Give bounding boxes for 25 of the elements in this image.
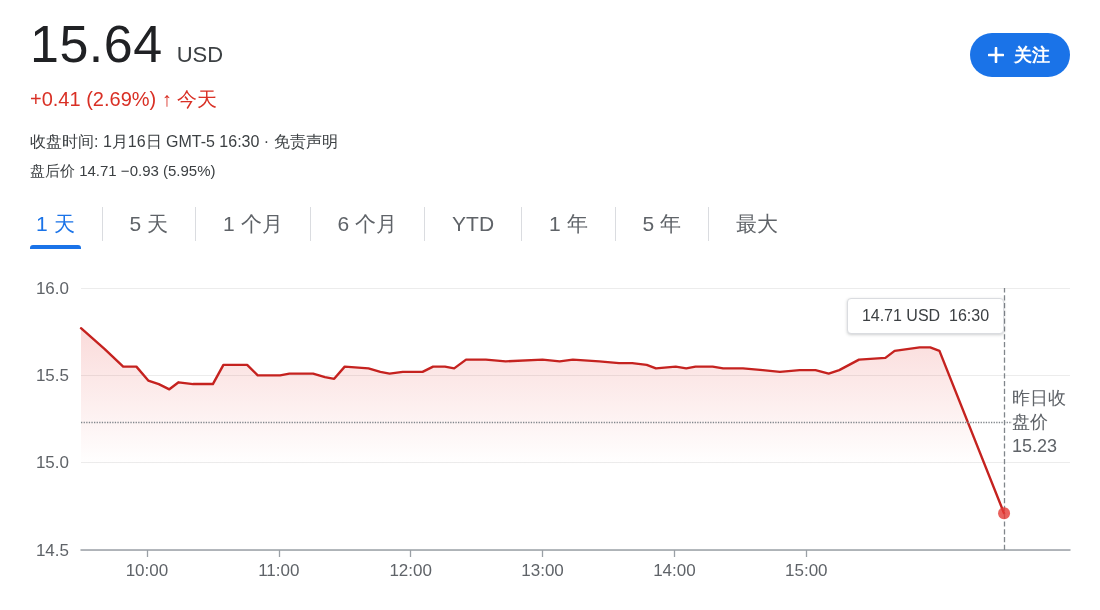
x-tick-label: 14:00: [653, 561, 696, 580]
y-tick-label: 15.0: [35, 453, 69, 473]
x-tick-label: 12:00: [389, 561, 432, 580]
text: 关注: [1014, 44, 1050, 67]
y-tick-label: 16.0: [35, 278, 69, 298]
chart-subtitle: +0.41 (2.69%) ↑ 今天: [30, 87, 218, 112]
ref-line-label: 昨日收盘价 15.23: [1012, 386, 1070, 459]
y-tick-label: 14.5: [35, 540, 69, 560]
text: 收盘时间: 1月16日 GMT-5 16:30 · 免责声明: [30, 132, 338, 152]
text: 盘后价 14.71 −0.93 (5.95%): [30, 162, 216, 181]
x-tick-label: 13:00: [521, 561, 564, 580]
text: 1 年: [521, 207, 615, 241]
ref-line-label: 14.71 USD 16:30: [846, 298, 1005, 334]
y-tick-label: 15.5: [35, 365, 69, 385]
x-tick-label: 11:00: [258, 561, 300, 580]
x-tick-label: 15:00: [784, 561, 828, 580]
text: 1 天: [35, 211, 76, 237]
x-tick-label: 10:00: [125, 561, 169, 580]
chart-title: 15.64 USD: [30, 15, 224, 73]
text: 5 天: [101, 207, 196, 241]
text: 最大: [708, 207, 806, 241]
text: 1 个月: [195, 207, 310, 241]
text: 6 个月: [309, 207, 425, 241]
text: YTD: [424, 207, 522, 241]
text: 5 年: [614, 207, 709, 241]
